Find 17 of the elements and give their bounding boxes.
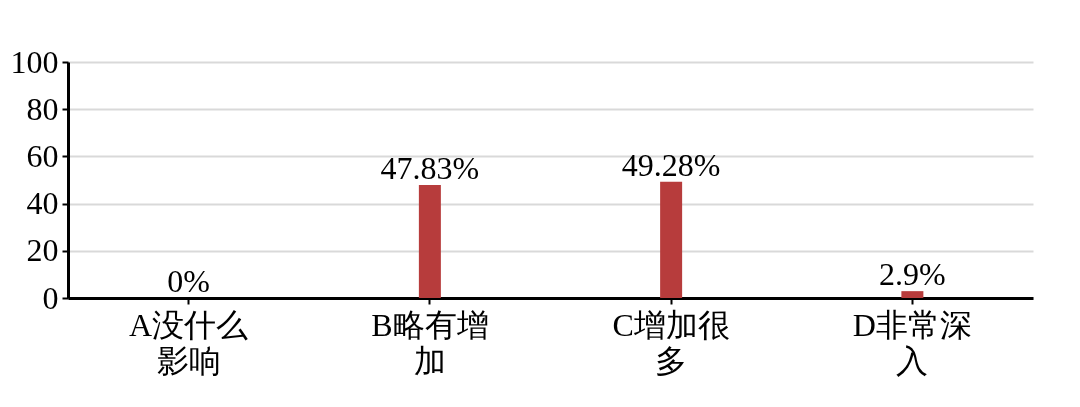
x-tick-label: A没什么影响 [129, 306, 249, 379]
bar [418, 185, 441, 298]
data-label: 2.9% [879, 256, 946, 293]
data-label: 0% [167, 263, 210, 299]
data-label: 47.83% [380, 150, 480, 187]
bar [901, 291, 924, 298]
bar [660, 181, 683, 298]
y-tick-label: 80 [26, 90, 59, 127]
y-tick-label: 60 [26, 137, 59, 174]
y-tick-label: 20 [26, 232, 59, 269]
data-label: 49.28% [621, 146, 721, 183]
y-tick-label: 100 [10, 43, 59, 80]
y-tick-label: 40 [26, 185, 59, 222]
x-tick-label: B略有增加 [371, 306, 489, 379]
y-tick-label: 0 [42, 279, 59, 316]
x-tick-label: C增加很多 [612, 306, 730, 379]
x-tick-label: D非常深入 [852, 306, 972, 379]
